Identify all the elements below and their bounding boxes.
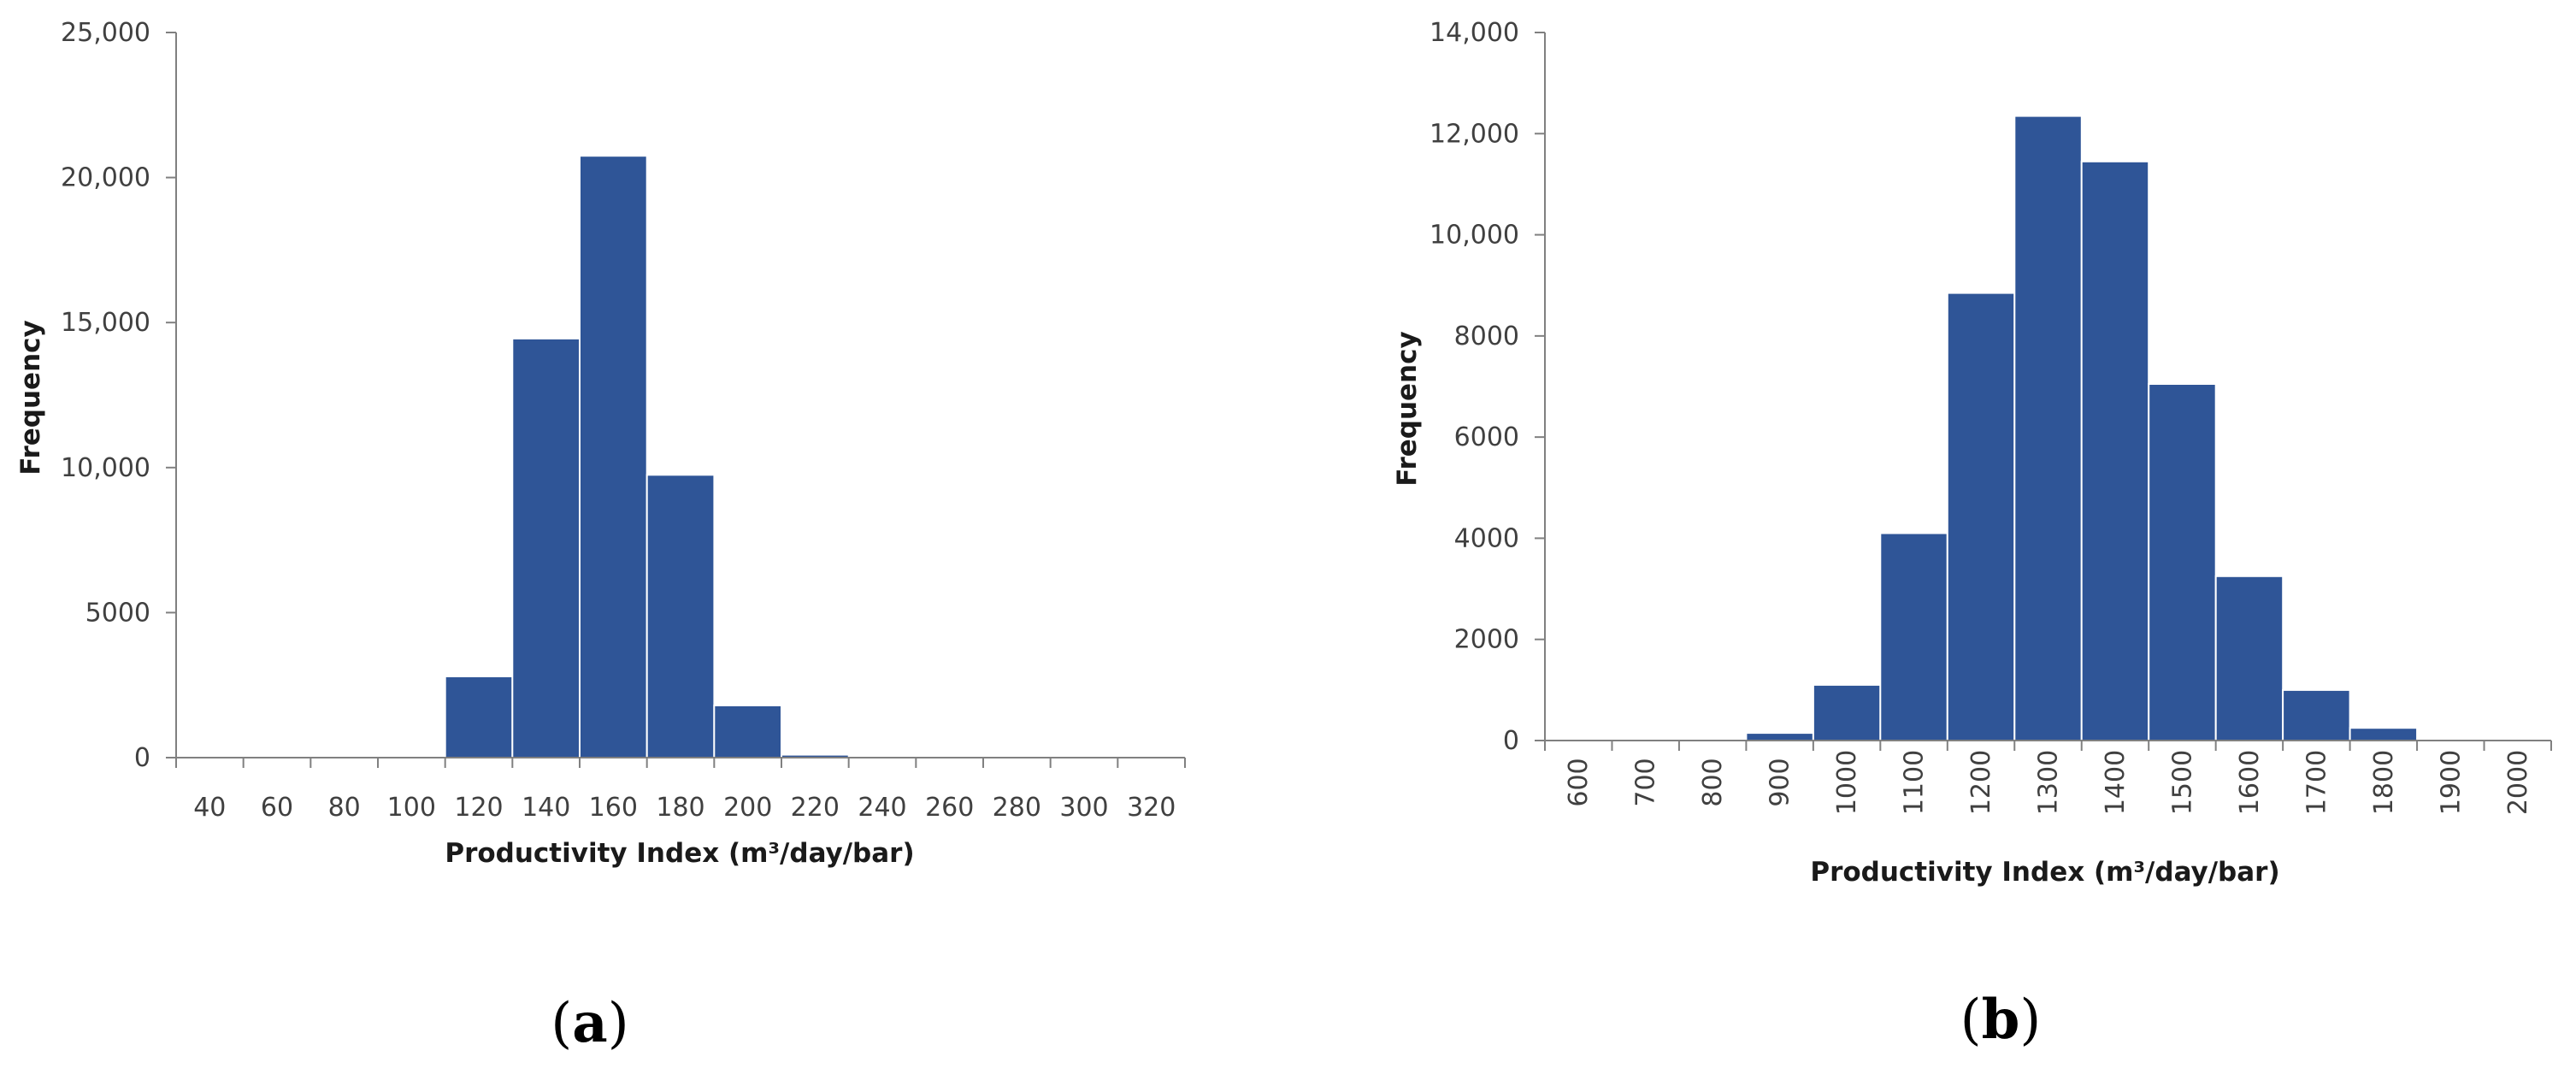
panel-b-x-tick-label: 1300 (2034, 750, 2064, 815)
panel-a-y-tick-label: 0 (134, 743, 150, 773)
panel-a-y-tick-label: 5000 (85, 598, 150, 628)
panel-a-bar-160 (579, 155, 648, 758)
panel-b-y-tick-label: 6000 (1454, 422, 1519, 452)
panel-b-x-tick-label: 1600 (2235, 750, 2265, 815)
panel-b-bar-1300 (2013, 115, 2083, 742)
panel-b-bar-1200 (1946, 292, 2016, 742)
panel-a-x-tick-label: 140 (522, 793, 570, 823)
panel-b-label: (b) (1960, 988, 2042, 1052)
panel-a-bars (444, 155, 850, 759)
panel-b-y-tick-label: 8000 (1454, 322, 1519, 351)
panel-b-y-tick-label: 14,000 (1429, 18, 1519, 48)
panel-a-bar-200 (713, 704, 782, 759)
panel-a-bar-180 (645, 474, 716, 758)
histogram-panel-a: 0 5000 10,000 15,000 20,000 25,000 40 60 80 100 1… (15, 18, 1186, 1055)
panel-b-y-tick-label: 0 (1503, 726, 1519, 756)
panel-b-y-tick-label: 2000 (1454, 625, 1519, 655)
panel-b-x-tick-label: 1000 (1832, 750, 1862, 815)
panel-b-x-tick-label: 1200 (1966, 750, 1996, 815)
panel-a-x-tick-label: 40 (193, 793, 226, 823)
panel-b-y-ticks: 0 2000 4000 6000 8000 10,000 12,000 14,000 (1429, 18, 1545, 756)
panel-a-bar-140 (511, 337, 581, 758)
panel-b-y-tick-label: 4000 (1454, 523, 1519, 553)
panel-b-x-axis-title: Productivity Index (m³/day/bar) (1810, 857, 2279, 888)
panel-a-y-axis-title: Frequency (15, 320, 46, 475)
panel-b-bar-1100 (1879, 532, 1948, 741)
panel-a-x-tick-label: 280 (993, 793, 1041, 823)
panel-b-bar-1400 (2080, 160, 2150, 742)
panel-a-x-tick-label: 220 (791, 793, 840, 823)
panel-b-x-tick-label: 1700 (2302, 750, 2331, 815)
panel-a-y-tick-label: 10,000 (61, 453, 150, 483)
panel-b-bars (1745, 115, 2419, 742)
panel-a-x-tick-label: 320 (1127, 793, 1176, 823)
panel-b-x-ticks: 600 700 800 900 1000 1100 1200 1300 1400 1500 1600… (1544, 741, 2552, 815)
panel-b-x-tick-label: 1400 (2101, 750, 2131, 815)
panel-b-x-tick-label: 1100 (1900, 750, 1930, 815)
panel-a-x-ticks: 40 60 80 100 120 140 160 180 200 220 240 260 280 300 3… (175, 758, 1186, 823)
panel-a-x-tick-label: 80 (328, 793, 361, 823)
panel-a-x-tick-label: 240 (858, 793, 906, 823)
panel-b-x-tick-label: 800 (1698, 758, 1728, 806)
panel-a-y-tick-label: 15,000 (61, 308, 150, 338)
panel-b-x-tick-label: 900 (1765, 758, 1795, 806)
panel-a-x-tick-label: 100 (387, 793, 436, 823)
panel-b-bar-1800 (2349, 727, 2419, 742)
panel-a-x-axis-title: Productivity Index (m³/day/bar) (445, 838, 914, 869)
panel-b-y-tick-label: 12,000 (1429, 119, 1519, 149)
panel-b-x-tick-label: 600 (1564, 758, 1594, 806)
panel-a-x-tick-label: 200 (723, 793, 772, 823)
panel-b-y-tick-label: 10,000 (1429, 221, 1519, 251)
histogram-panel-b: 0 2000 4000 6000 8000 10,000 12,000 14,000 600 7… (1392, 18, 2552, 1052)
panel-a-x-tick-label: 120 (454, 793, 503, 823)
panel-b-y-axis-title: Frequency (1392, 331, 1423, 486)
panel-b-x-tick-label: 1500 (2167, 750, 2197, 815)
panel-b-bar-900 (1745, 732, 1814, 741)
panel-a-x-tick-label: 60 (261, 793, 293, 823)
panel-b-bar-1500 (2148, 383, 2217, 741)
panel-a-y-tick-label: 25,000 (61, 18, 150, 48)
panel-b-bar-1700 (2282, 688, 2351, 742)
panel-a-x-tick-label: 180 (656, 793, 704, 823)
panel-a-bar-120 (444, 676, 514, 758)
panel-b-x-tick-label: 1800 (2369, 750, 2399, 815)
panel-b-x-tick-label: 1900 (2436, 750, 2466, 815)
panel-a-x-tick-label: 160 (589, 793, 638, 823)
panel-b-bar-1600 (2214, 575, 2284, 741)
panel-a-label: (a) (551, 991, 628, 1055)
panel-a-y-ticks: 0 5000 10,000 15,000 20,000 25,000 (61, 18, 176, 773)
panel-b-x-tick-label: 700 (1631, 758, 1661, 806)
panel-a-x-tick-label: 300 (1059, 793, 1108, 823)
panel-a-x-tick-label: 260 (925, 793, 974, 823)
panel-b-axes (1544, 32, 2551, 741)
panel-b-x-tick-label: 2000 (2503, 750, 2533, 815)
panel-a-axes (175, 32, 1185, 758)
panel-a-y-tick-label: 20,000 (61, 163, 150, 193)
panel-b-bar-1000 (1812, 683, 1882, 742)
